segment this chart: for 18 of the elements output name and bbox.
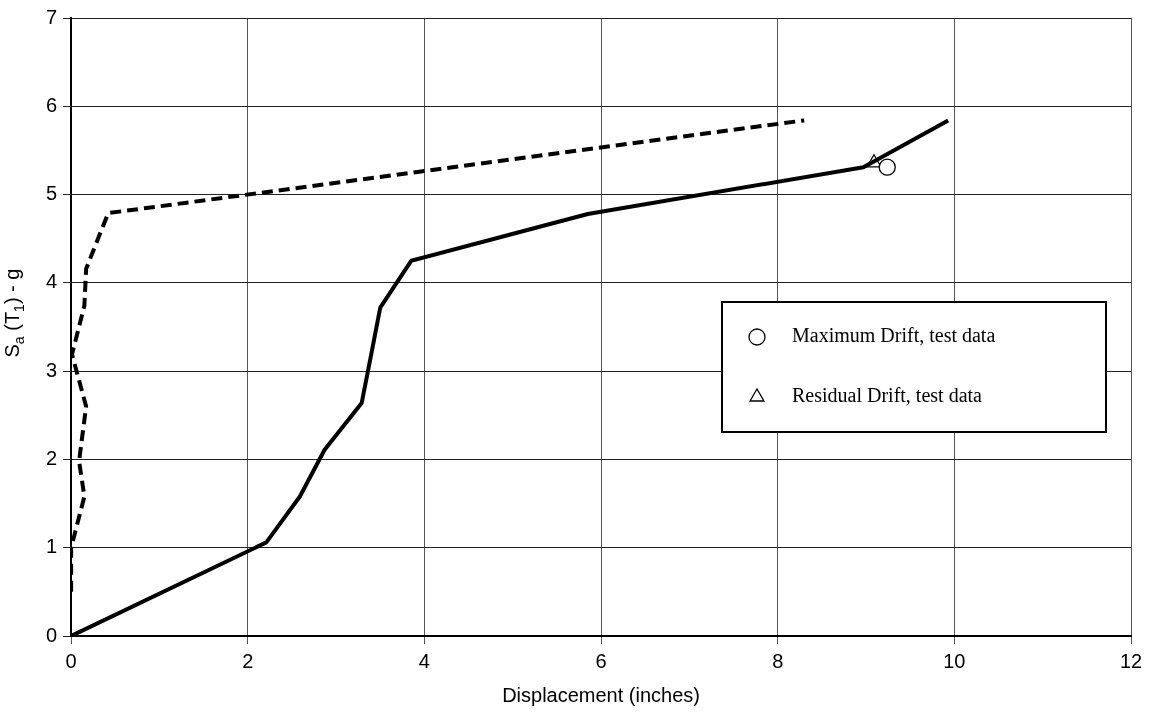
x-tick-label: 2 (242, 649, 254, 672)
legend-label: Residual Drift, test data (792, 384, 983, 407)
x-tick-label: 6 (595, 649, 607, 672)
y-tick-label: 1 (46, 535, 58, 558)
legend-label: Maximum Drift, test data (792, 324, 996, 347)
y-tick-label: 7 (46, 5, 58, 28)
x-tick-label: 8 (772, 649, 784, 672)
x-tick-label: 4 (418, 649, 430, 672)
x-axis-title: Displacement (inches) (502, 683, 700, 706)
y-tick-label: 5 (46, 182, 58, 205)
x-tick-label: 0 (65, 649, 77, 672)
y-tick-label: 3 (46, 358, 58, 381)
y-tick-label: 4 (46, 270, 58, 293)
y-tick-label: 0 (46, 623, 58, 646)
y-tick-label: 2 (46, 446, 58, 469)
x-tick-label: 10 (943, 649, 966, 672)
y-tick-label: 6 (46, 93, 58, 116)
x-tick-label: 12 (1119, 649, 1143, 672)
